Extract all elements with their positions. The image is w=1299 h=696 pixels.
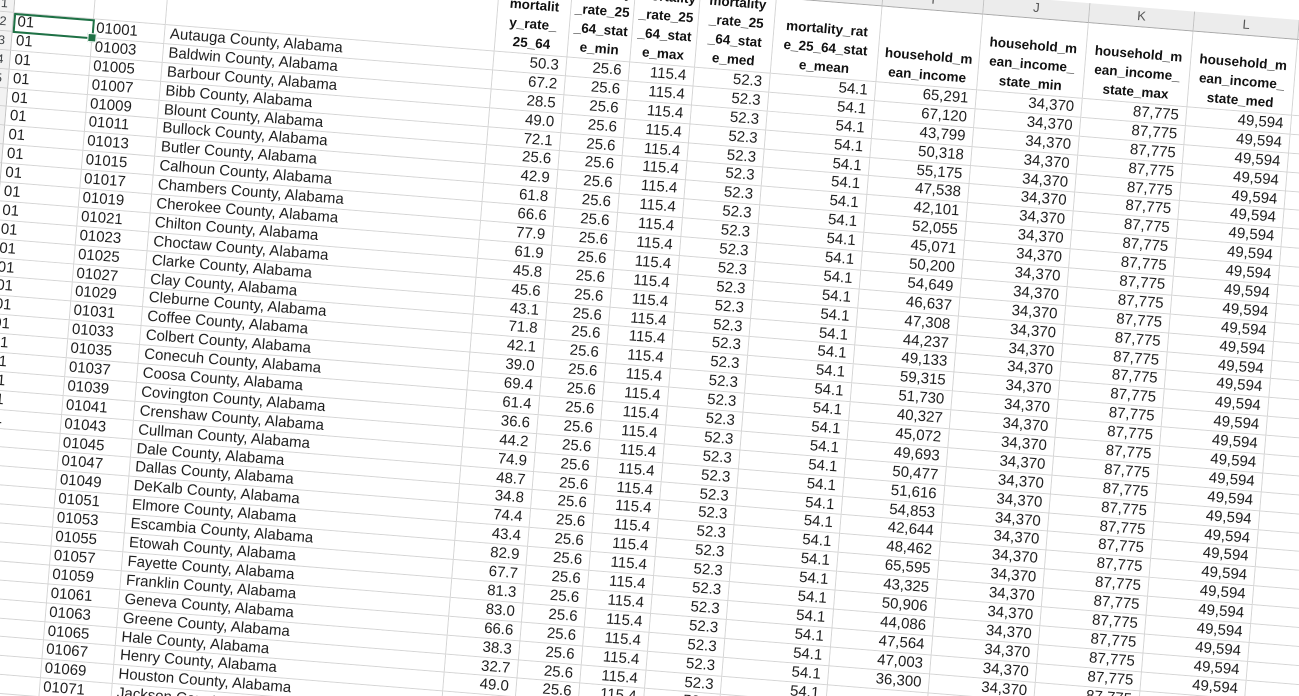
column-header-l[interactable]: household_m ean_income_ state_med	[1187, 31, 1299, 116]
column-header-i[interactable]: household_m ean_income	[876, 6, 984, 91]
column-header-g[interactable]: mortality _rate_25 _64_stat e_med	[695, 0, 777, 74]
column-header-h[interactable]: mortality_rat e_25_64_stat e_mean	[770, 0, 883, 83]
column-header-d[interactable]: mortalit y_rate_ 25_64	[494, 0, 574, 58]
column-header-e[interactable]: mortality _rate_25 _64_stat e_min	[567, 0, 637, 63]
fill-handle[interactable]	[87, 32, 97, 43]
column-header-k[interactable]: household_m ean_income_ state_max	[1082, 23, 1194, 108]
column-header-f[interactable]: mortality _rate_25 _64_stat e_max	[630, 0, 702, 68]
column-header-j[interactable]: household_m ean_income_ state_min	[977, 14, 1089, 99]
